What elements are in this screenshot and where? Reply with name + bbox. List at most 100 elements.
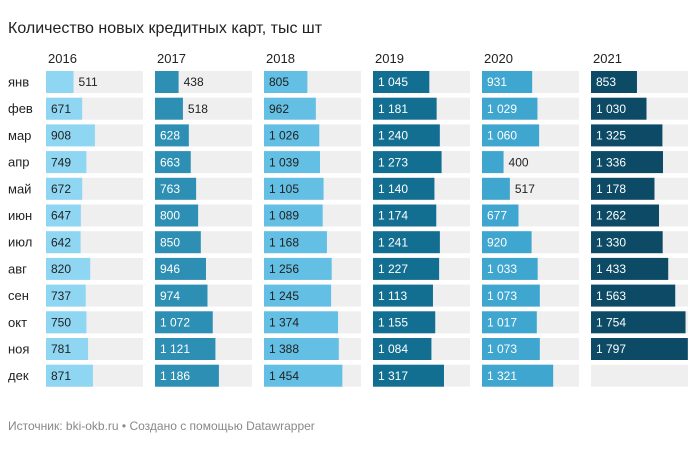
bar-2020-июн — [482, 204, 519, 227]
bar-2017-май — [155, 177, 197, 200]
value-label-2017-июл: 850 — [160, 235, 180, 249]
bar-2016-май — [46, 177, 83, 200]
value-label-2018-сен: 1 245 — [269, 289, 299, 303]
bar-2018-сен — [264, 284, 332, 307]
bar-2018-май — [264, 177, 324, 200]
value-label-2017-авг: 946 — [160, 262, 180, 276]
bar-2020-сен — [482, 284, 540, 307]
bar-track — [482, 151, 579, 174]
bar-2017-апр — [155, 151, 191, 174]
bar-2017-авг — [155, 257, 206, 280]
value-label-2018-июл: 1 168 — [269, 235, 299, 249]
bar-2021-май — [591, 177, 655, 200]
year-header-2016: 2016 — [48, 51, 77, 66]
value-label-2019-апр: 1 273 — [378, 155, 408, 169]
value-label-2016-мар: 908 — [51, 129, 71, 143]
value-label-2021-сен: 1 563 — [596, 289, 626, 303]
month-label-2: мар — [8, 128, 31, 143]
bar-2020-май — [482, 177, 510, 200]
month-label-7: авг — [8, 261, 27, 276]
bar-2016-фев — [46, 97, 83, 120]
value-label-2017-май: 763 — [160, 182, 180, 196]
bar-2016-авг — [46, 257, 91, 280]
value-label-2020-май: 517 — [515, 182, 535, 196]
bar-2018-мар — [264, 124, 320, 147]
bar-2019-ноя — [373, 338, 432, 360]
bar-2020-янв — [482, 71, 533, 93]
month-label-10: ноя — [8, 342, 29, 357]
bar-2017-июн — [155, 204, 199, 227]
bar-2021-мар — [591, 124, 663, 147]
value-label-2019-окт: 1 155 — [378, 316, 408, 330]
bar-2017-сен — [155, 284, 208, 307]
bar-2017-фев — [155, 97, 183, 120]
bar-2018-янв — [264, 71, 308, 93]
value-label-2020-мар: 1 060 — [487, 129, 517, 143]
bar-2016-ноя — [46, 338, 89, 360]
bar-2019-сен — [373, 284, 433, 307]
value-label-2019-июл: 1 241 — [378, 235, 408, 249]
bar-2020-дек — [482, 364, 554, 387]
bar-2018-июн — [264, 204, 323, 227]
bar-2018-фев — [264, 97, 316, 120]
bar-2021-июл — [591, 231, 663, 254]
value-label-2020-сен: 1 073 — [487, 289, 517, 303]
month-label-8: сен — [8, 288, 29, 303]
bar-2017-окт — [155, 311, 213, 334]
value-label-2021-май: 1 178 — [596, 182, 626, 196]
value-label-2020-июл: 920 — [487, 235, 507, 249]
value-label-2019-янв: 1 045 — [378, 75, 408, 89]
bar-2018-ноя — [264, 338, 339, 360]
bar-2020-фев — [482, 97, 538, 120]
month-label-3: апр — [8, 155, 30, 170]
month-label-4: май — [8, 181, 31, 196]
bar-2021-фев — [591, 97, 647, 120]
bar-2018-апр — [264, 151, 320, 174]
value-label-2021-окт: 1 754 — [596, 316, 626, 330]
bar-2021-янв — [591, 71, 637, 93]
bar-2020-авг — [482, 257, 538, 280]
bar-2021-июн — [591, 204, 660, 227]
bar-2019-июл — [373, 231, 440, 254]
month-label-5: июн — [8, 208, 32, 223]
value-label-2016-дек: 871 — [51, 369, 71, 383]
bar-2018-авг — [264, 257, 332, 280]
bar-2021-окт — [591, 311, 686, 334]
value-label-2016-янв: 511 — [79, 75, 98, 89]
value-label-2019-сен: 1 113 — [378, 289, 407, 303]
value-label-2017-сен: 974 — [160, 289, 180, 303]
bar-2020-июл — [482, 231, 532, 254]
bar-2019-апр — [373, 151, 442, 174]
value-label-2021-янв: 853 — [596, 75, 616, 89]
bar-track — [155, 71, 252, 93]
value-label-2019-дек: 1 317 — [378, 369, 408, 383]
bar-2017-ноя — [155, 338, 216, 360]
year-header-2021: 2021 — [593, 51, 622, 66]
year-header-2018: 2018 — [266, 51, 295, 66]
bar-2017-янв — [155, 71, 179, 93]
value-label-2017-окт: 1 072 — [160, 316, 190, 330]
bar-2021-ноя — [591, 338, 688, 360]
value-label-2016-фев: 671 — [51, 102, 71, 116]
value-label-2020-июн: 677 — [487, 209, 507, 223]
bar-2019-авг — [373, 257, 440, 280]
month-label-1: фев — [8, 101, 33, 116]
bar-2016-дек — [46, 364, 93, 387]
value-label-2019-июн: 1 174 — [378, 209, 408, 223]
value-label-2018-ноя: 1 388 — [269, 342, 299, 356]
bar-2016-июл — [46, 231, 81, 254]
month-label-9: окт — [8, 315, 27, 330]
bar-2020-окт — [482, 311, 537, 334]
value-label-2016-июн: 647 — [51, 209, 71, 223]
bar-2019-июн — [373, 204, 437, 227]
value-label-2018-дек: 1 454 — [269, 369, 299, 383]
bar-2019-янв — [373, 71, 430, 93]
value-label-2016-окт: 750 — [51, 316, 71, 330]
value-label-2018-апр: 1 039 — [269, 155, 299, 169]
month-label-11: дек — [8, 368, 29, 383]
value-label-2019-мар: 1 240 — [378, 129, 408, 143]
value-label-2021-июл: 1 330 — [596, 235, 626, 249]
value-label-2017-мар: 628 — [160, 129, 180, 143]
source-note: Источник: bki-okb.ru • Создано с помощью… — [8, 419, 315, 433]
